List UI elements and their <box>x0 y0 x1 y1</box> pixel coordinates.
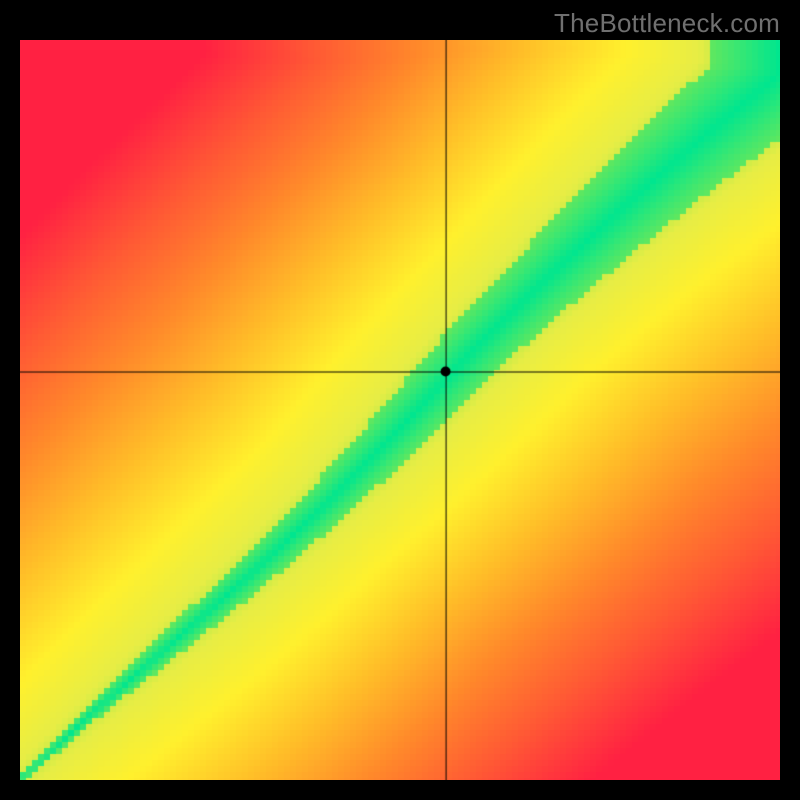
heatmap-plot <box>20 40 780 780</box>
heatmap-canvas <box>20 40 780 780</box>
watermark-text: TheBottleneck.com <box>554 8 780 39</box>
chart-container: TheBottleneck.com <box>0 0 800 800</box>
